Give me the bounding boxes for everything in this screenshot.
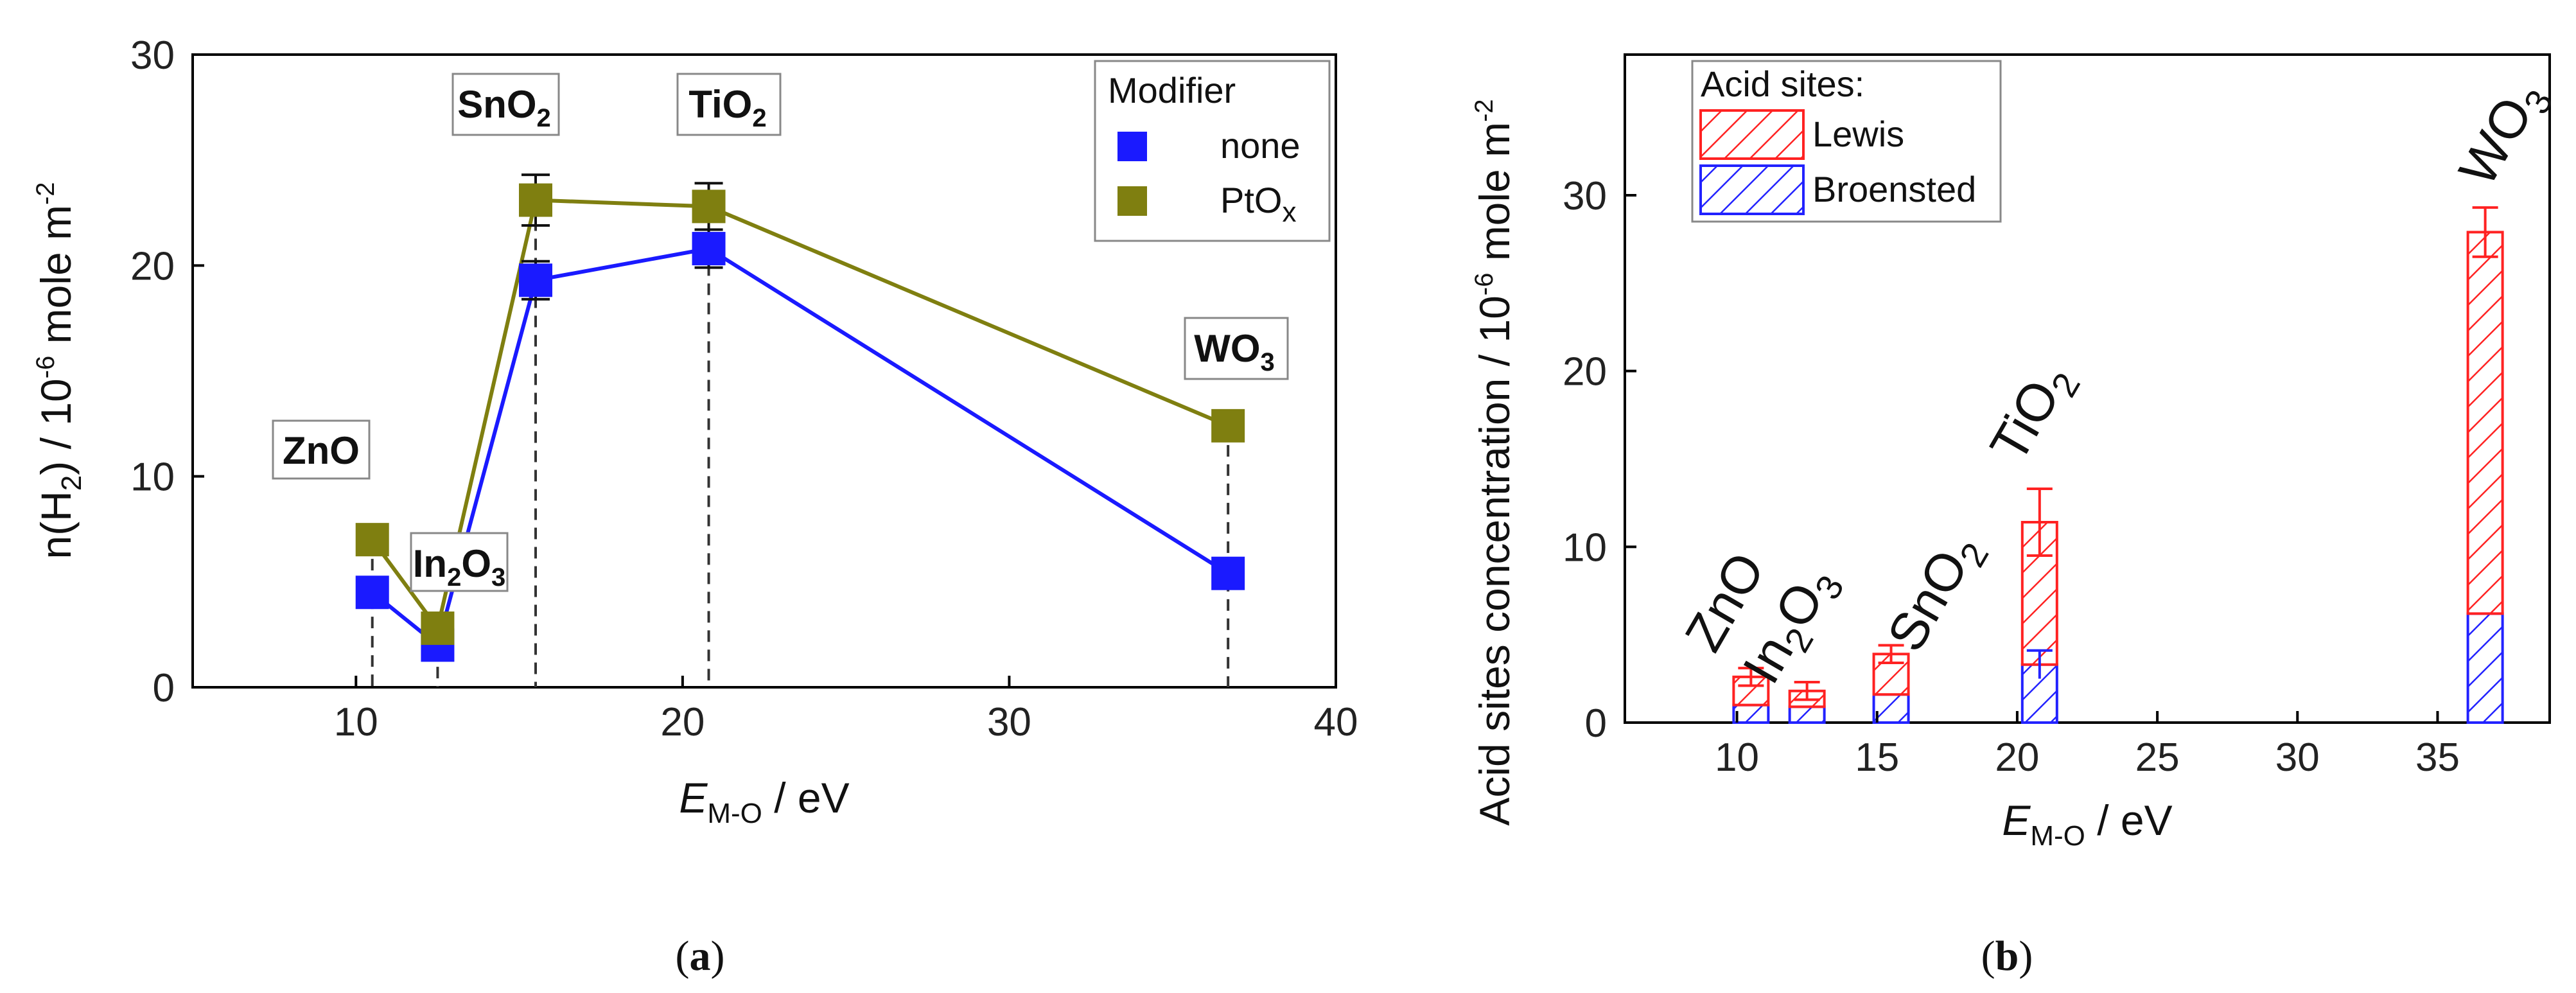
- panel-a-plot-frame: [191, 53, 1337, 689]
- bar-broensted: [1788, 705, 1826, 724]
- legend-title-acid: Acid sites:: [1701, 64, 1864, 104]
- y-tick-label: 0: [1585, 701, 1607, 746]
- legend-label-none: none: [1220, 125, 1301, 166]
- y-tick-label: 0: [153, 666, 175, 710]
- svg-text:In2O3: In2O3: [413, 542, 506, 592]
- data-point-none: [355, 576, 389, 610]
- x-tick-label: 30: [987, 700, 1031, 744]
- panel-b-label: (b): [1981, 933, 2033, 980]
- bar-broensted: [1872, 693, 1910, 725]
- panel-a-x-axis-title: EM-O / eV: [679, 774, 849, 829]
- y-tick-label: 30: [130, 33, 175, 78]
- bar-label-tio2: TiO2: [1979, 353, 2088, 475]
- x-tick-label: 40: [1314, 700, 1358, 744]
- data-point-ptox: [519, 183, 552, 217]
- x-tick-label: 20: [1995, 735, 2039, 780]
- x-tick-label: 10: [334, 700, 378, 744]
- data-point-none: [1211, 556, 1245, 590]
- bar-broensted: [2466, 612, 2504, 724]
- panel-b-y-axis-title: Acid sites concentration / 10-6 mole m-2: [1470, 99, 1518, 825]
- svg-text:ZnO: ZnO: [283, 429, 360, 472]
- data-point-ptox: [1211, 409, 1245, 443]
- legend-swatch-ptox: [1117, 186, 1147, 216]
- data-point-ptox: [692, 189, 726, 224]
- y-tick-label: 10: [1563, 525, 1607, 570]
- panel-b-legend: Acid sites: Lewis Broensted: [1691, 60, 2002, 223]
- svg-text:TiO2: TiO2: [688, 83, 766, 132]
- panel-a-y-axis-title: n(H2) / 10-6 mole m-2: [31, 182, 87, 559]
- data-point-ptox: [355, 523, 389, 557]
- oxide-label-wo3: WO3: [1184, 317, 1289, 380]
- data-point-none: [519, 263, 552, 297]
- legend-label-lewis: Lewis: [1812, 114, 1904, 154]
- legend-label-broensted: Broensted: [1812, 169, 1976, 209]
- svg-text:WO3: WO3: [1194, 327, 1275, 376]
- svg-text:SnO2: SnO2: [457, 83, 551, 132]
- panel-b-x-axis-title: EM-O / eV: [2002, 796, 2172, 852]
- legend-label-ptox: PtOx: [1220, 180, 1296, 228]
- bar-label-wo3: WO3: [2448, 70, 2561, 199]
- oxide-label-tio2: TiO2: [676, 73, 782, 136]
- panel-b-plot-frame: [1624, 53, 2551, 724]
- panel-a-label: (a): [676, 933, 725, 980]
- panel-a-legend: Modifier none PtOx: [1094, 60, 1331, 242]
- bar-broensted: [1732, 703, 1770, 725]
- x-tick-label: 15: [1855, 735, 1899, 780]
- data-point-none: [692, 232, 726, 266]
- oxide-label-in2o3: In2O3: [410, 532, 509, 592]
- bar-lewis: [2466, 231, 2504, 615]
- data-point-ptox: [421, 611, 455, 646]
- legend-swatch-broensted: [1699, 164, 1805, 215]
- y-tick-label: 30: [1563, 174, 1607, 218]
- y-tick-label: 10: [130, 455, 175, 500]
- legend-title: Modifier: [1108, 70, 1236, 110]
- y-tick-label: 20: [130, 244, 175, 288]
- x-tick-label: 10: [1715, 735, 1759, 780]
- oxide-label-zno: ZnO: [272, 419, 371, 480]
- y-tick-label: 20: [1563, 350, 1607, 394]
- x-tick-label: 20: [660, 700, 705, 744]
- oxide-label-sno2: SnO2: [451, 73, 560, 136]
- legend-swatch-none: [1117, 132, 1147, 161]
- x-tick-label: 35: [2415, 735, 2460, 780]
- bar-label-sno2: SnO2: [1877, 523, 1997, 665]
- x-tick-label: 25: [2135, 735, 2180, 780]
- x-tick-label: 30: [2275, 735, 2320, 780]
- legend-swatch-lewis: [1699, 109, 1805, 160]
